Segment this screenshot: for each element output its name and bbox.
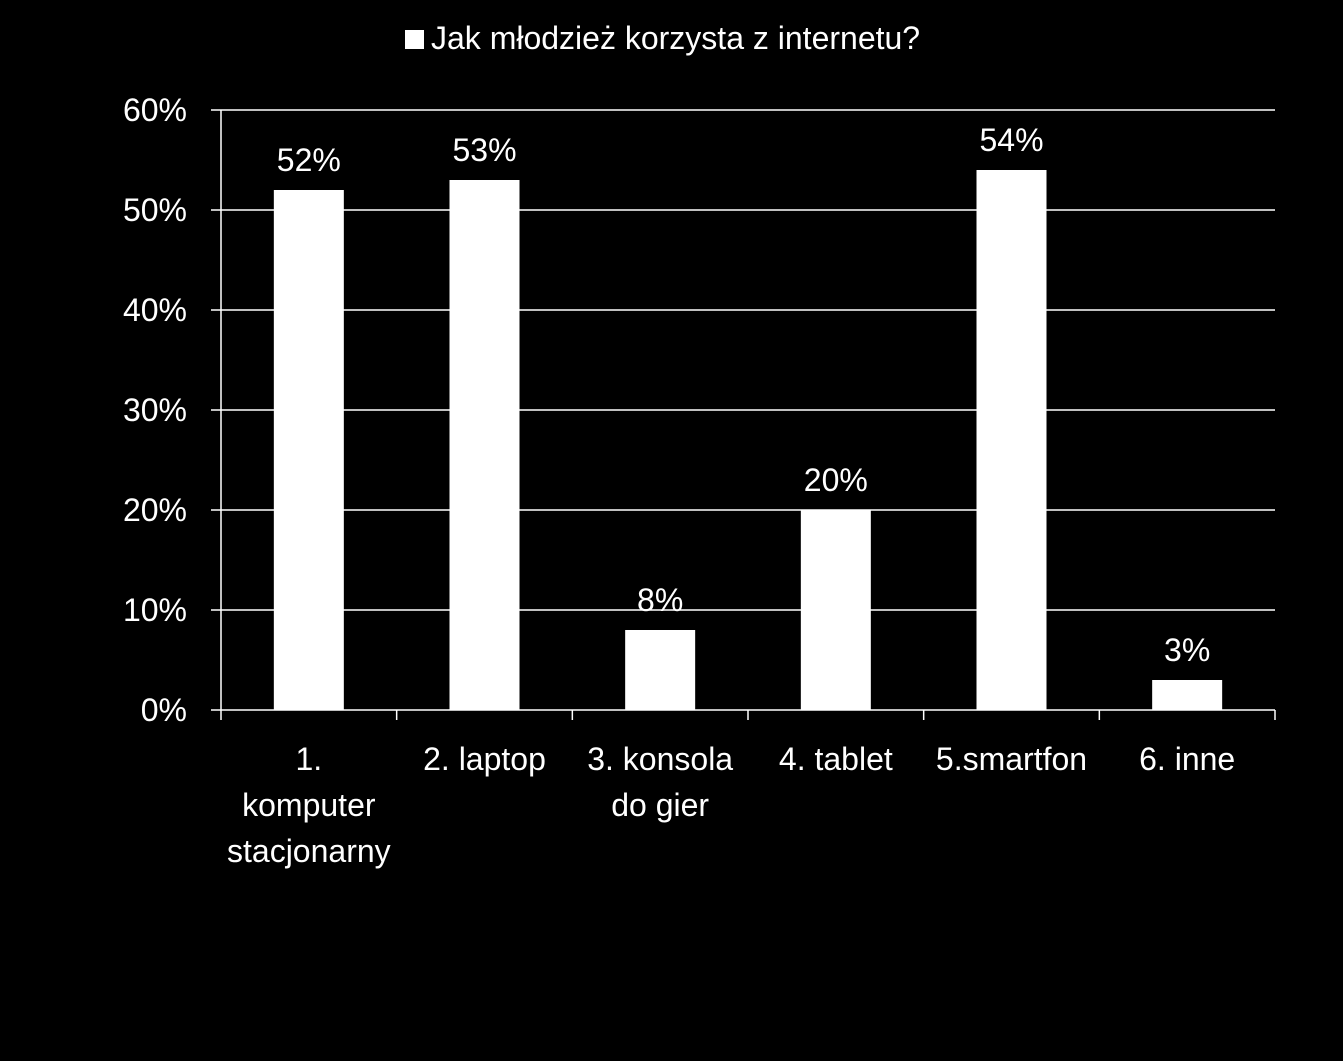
y-tick-label: 30% xyxy=(123,392,187,428)
data-labels: 52% 53% 8% 20% 54% 3% xyxy=(277,122,1210,668)
x-tick-label: komputer xyxy=(242,787,376,823)
x-tick-label: 3. konsola xyxy=(587,741,733,777)
gridlines xyxy=(211,109,1275,711)
x-tick-label: 5.smartfon xyxy=(936,741,1087,777)
x-tick-label: do gier xyxy=(611,787,709,823)
data-label: 53% xyxy=(452,132,516,168)
data-label: 8% xyxy=(637,582,683,618)
data-label: 3% xyxy=(1164,632,1210,668)
axes xyxy=(220,110,1276,720)
y-tick-label: 10% xyxy=(123,592,187,628)
x-tick-label: 2. laptop xyxy=(423,741,546,777)
bar xyxy=(625,630,696,710)
legend-label: Jak młodzież korzysta z internetu? xyxy=(431,20,920,56)
y-tick-labels: 0% 10% 20% 30% 40% 50% 60% xyxy=(123,92,187,728)
x-tick-label: 6. inne xyxy=(1139,741,1235,777)
x-tick-label: stacjonarny xyxy=(227,833,391,869)
data-label: 20% xyxy=(804,462,868,498)
bar xyxy=(976,170,1047,710)
bars xyxy=(273,170,1223,710)
data-label: 52% xyxy=(277,142,341,178)
y-tick-label: 20% xyxy=(123,492,187,528)
y-tick-label: 50% xyxy=(123,192,187,228)
bar xyxy=(273,190,344,710)
y-tick-label: 0% xyxy=(141,692,187,728)
legend-swatch xyxy=(405,30,424,49)
bar xyxy=(800,510,871,710)
x-tick-labels: 1. komputer stacjonarny 2. laptop 3. konsola… xyxy=(227,741,1235,869)
x-tick-label: 1. xyxy=(295,741,322,777)
legend: Jak młodzież korzysta z internetu? xyxy=(405,20,920,56)
data-label: 54% xyxy=(979,122,1043,158)
x-tick-label: 4. tablet xyxy=(779,741,893,777)
y-tick-label: 40% xyxy=(123,292,187,328)
bar xyxy=(449,180,520,710)
bar xyxy=(1152,680,1223,710)
y-tick-label: 60% xyxy=(123,92,187,128)
